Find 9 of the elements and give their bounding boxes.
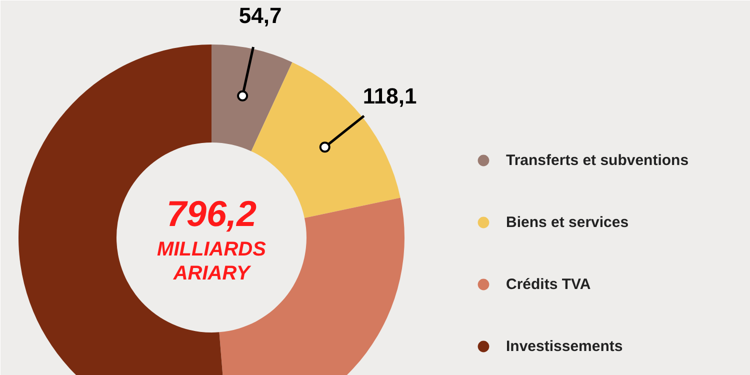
text: 796,2 (166, 193, 257, 234)
text: ARIARY (172, 262, 252, 284)
legend-label: Transferts et subventions (506, 152, 689, 168)
legend-label: Crédits TVA (506, 276, 591, 292)
data-label: 118,1 (362, 83, 417, 108)
data-label: 54,7 (238, 2, 282, 28)
legend-label: Investissements (506, 338, 623, 354)
legend-label: Biens et services (506, 214, 629, 230)
text: MILLIARDS (157, 238, 267, 260)
